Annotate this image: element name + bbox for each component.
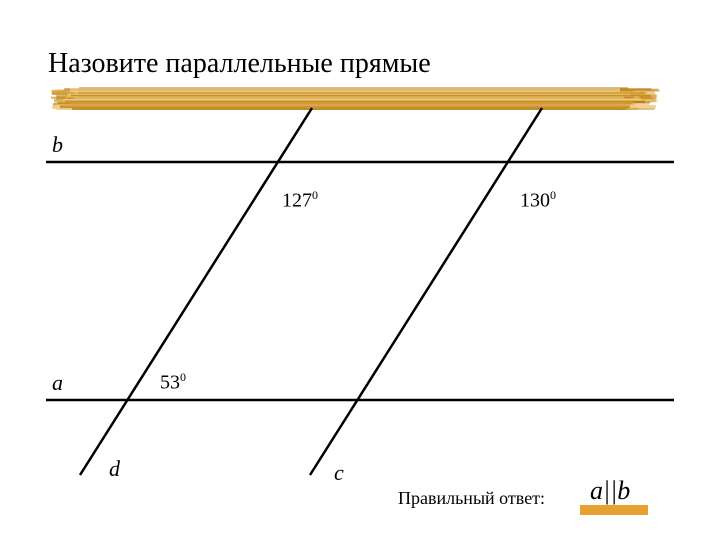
answer-prefix: Правильный ответ: [398, 488, 545, 509]
angle-127: 1270 [282, 188, 318, 213]
label-b: b [52, 132, 63, 158]
answer-value: a||b [590, 476, 630, 506]
label-a: a [52, 370, 63, 396]
label-d: d [109, 456, 120, 482]
angle-130: 1300 [520, 188, 556, 213]
angle-53: 530 [160, 370, 186, 395]
label-c: c [334, 460, 344, 486]
geometry-diagram [0, 0, 720, 540]
answer-underline [580, 505, 648, 515]
